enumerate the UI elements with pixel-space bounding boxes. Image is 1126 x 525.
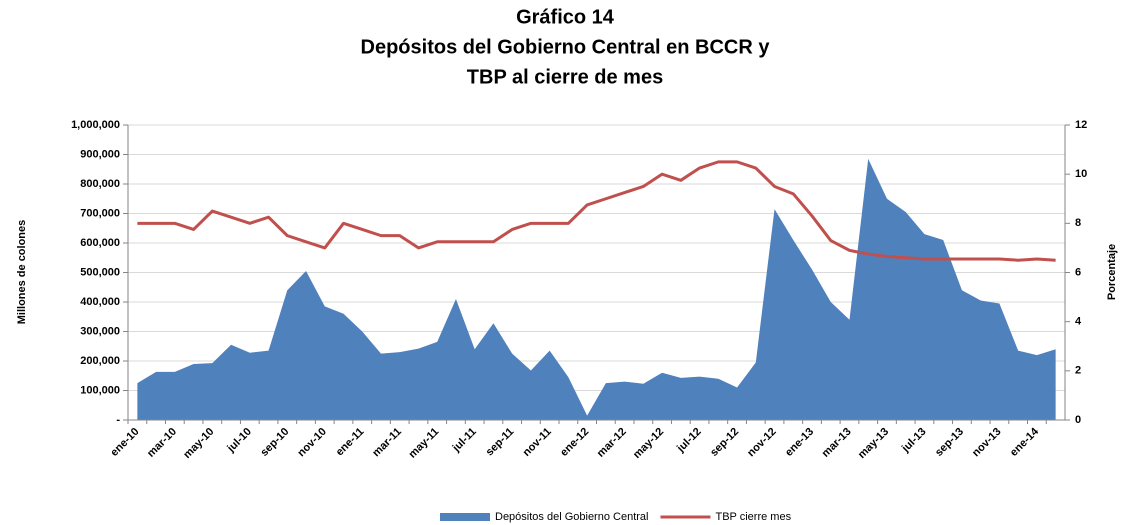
x-tick-label: may-12 [631, 426, 666, 461]
x-tick-label: ene-10 [108, 426, 141, 459]
y-tick-label: 300,000 [80, 325, 120, 337]
chart-title: TBP al cierre de mes [467, 66, 663, 88]
area [137, 158, 1056, 421]
x-tick-label: nov-13 [970, 426, 1004, 460]
legend-swatch [440, 513, 490, 521]
y-tick-label: - [116, 414, 120, 426]
y-tick-label: 200,000 [80, 355, 120, 367]
x-tick-label: may-11 [407, 426, 442, 461]
x-tick-label: mar-13 [820, 426, 854, 460]
x-tick-label: mar-10 [145, 426, 179, 460]
y-tick-label: 500,000 [80, 266, 120, 278]
y2-axis-title: Porcentaje [1106, 244, 1118, 300]
y-tick-label: 800,000 [80, 178, 120, 190]
x-tick-label: jul-12 [674, 426, 704, 456]
x-tick-label: mar-12 [595, 426, 629, 460]
x-tick-label: may-10 [181, 426, 216, 461]
y2-tick-label: 0 [1075, 414, 1081, 426]
chart-title: Gráfico 14 [516, 6, 615, 28]
y-tick-label: 600,000 [80, 237, 120, 249]
y-axis-title: Millones de colones [16, 220, 28, 325]
x-tick-label: ene-11 [334, 426, 367, 459]
y2-tick-label: 8 [1075, 217, 1081, 229]
x-tick-label: sep-12 [708, 426, 741, 459]
line [137, 160, 1056, 262]
y-tick-label: 700,000 [80, 207, 120, 219]
y2-tick-label: 6 [1075, 266, 1081, 278]
legend-label: TBP cierre mes [715, 511, 791, 523]
x-tick-label: nov-10 [295, 426, 329, 460]
x-tick-label: jul-10 [224, 426, 254, 456]
x-tick-label: ene-14 [1008, 425, 1042, 459]
x-tick-label: sep-10 [258, 426, 291, 459]
y-tick-label: 100,000 [80, 384, 120, 396]
x-tick-label: jul-11 [450, 426, 479, 455]
y2-tick-label: 12 [1075, 119, 1087, 131]
x-tick-label: ene-13 [783, 426, 816, 459]
x-tick-label: sep-13 [933, 426, 966, 459]
x-tick-label: nov-11 [521, 426, 554, 459]
x-tick-label: jul-13 [899, 426, 929, 456]
y-tick-label: 1,000,000 [71, 119, 120, 131]
chart-title: Depósitos del Gobierno Central en BCCR y [361, 36, 771, 58]
y2-tick-label: 2 [1075, 365, 1081, 377]
x-tick-label: sep-11 [484, 426, 517, 459]
legend-label: Depósitos del Gobierno Central [495, 511, 648, 523]
x-tick-label: mar-11 [370, 426, 404, 460]
x-tick-label: may-13 [856, 426, 891, 461]
y-tick-label: 400,000 [80, 296, 120, 308]
y2-tick-label: 4 [1075, 316, 1082, 328]
y-tick-label: 900,000 [80, 148, 120, 160]
x-tick-label: ene-12 [558, 426, 591, 459]
y2-tick-label: 10 [1075, 168, 1087, 180]
x-tick-label: nov-12 [745, 426, 779, 460]
